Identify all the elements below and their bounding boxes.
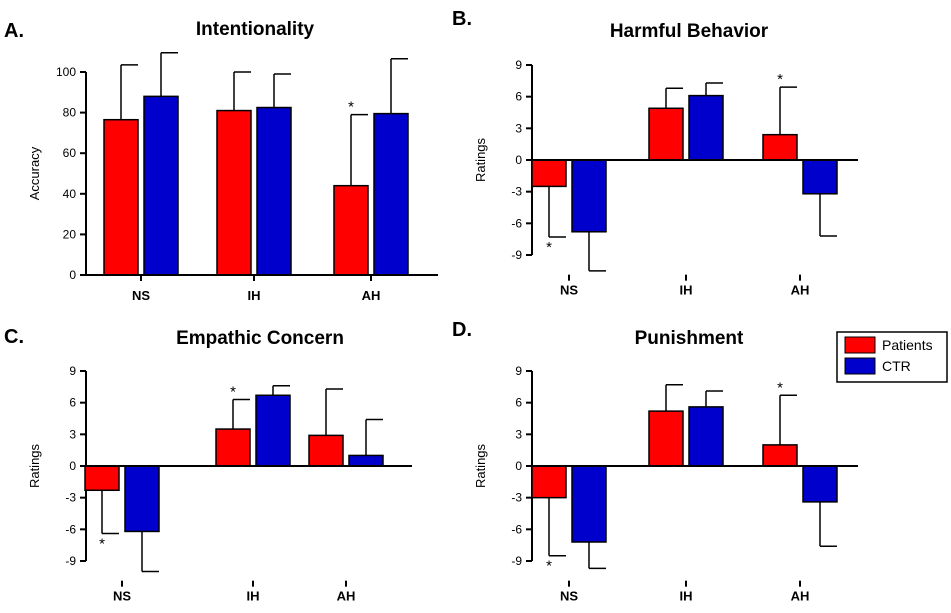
bar-ctr-ih [688,406,724,467]
significance-marker: * [99,536,105,553]
y-tick-label: 0 [515,459,522,473]
chart-panel-b: B. Harmful Behavior Ratings -9 -6 -3 0 3 6 9 * * NS I… [452,8,858,298]
chart-title: Harmful Behavior [610,21,769,42]
y-tick-label: -6 [511,522,522,536]
bar-ctr-ah [348,454,384,467]
y-tick-label: -3 [511,185,522,199]
y-tick-label: 6 [515,90,522,104]
y-tick-label: 9 [515,58,522,72]
significance-marker: * [777,71,783,88]
bar-ctr-ns [143,95,179,276]
y-tick-label: 6 [69,396,76,410]
bar-patients-ns [103,118,139,276]
x-tick-label: IH [247,589,260,604]
chart-panel-d: D. Punishment Ratings -9 -6 -3 0 3 6 9 * * NS IH AH [452,319,858,604]
x-tick-label: NS [560,283,578,298]
y-tick-label: 40 [63,187,77,201]
x-tick-label: IH [680,589,693,604]
bar-ctr-ah [802,159,838,195]
x-tick-label: IH [680,283,693,298]
y-axis-label: Accuracy [27,146,42,200]
bar-patients-ns [531,159,567,188]
bar-patients-ns [84,465,120,492]
panel-letter: D. [452,319,472,341]
significance-marker: * [348,99,354,116]
significance-marker: * [546,558,552,575]
significance-marker: * [777,379,783,396]
bar-ctr-ah [373,112,409,276]
y-tick-label: 100 [56,65,76,79]
y-tick-label: 0 [69,268,76,282]
x-tick-label: NS [113,589,131,604]
legend: Patients CTR [836,331,948,383]
panel-letter: A. [4,20,24,42]
y-tick-label: -9 [511,554,522,568]
y-axis-label: Ratings [473,137,488,182]
legend-swatch-ctr [844,357,876,375]
y-tick-label: -9 [511,248,522,262]
y-tick-label: 0 [515,153,522,167]
y-tick-label: 6 [515,396,522,410]
bar-patients-ah [333,184,369,276]
y-tick-label: -3 [511,491,522,505]
bar-ctr-ih [255,394,291,467]
y-tick-label: -6 [511,216,522,230]
y-tick-label: -9 [65,554,76,568]
x-tick-label: AH [337,589,356,604]
y-tick-label: 20 [63,227,77,241]
y-tick-label: 3 [69,427,76,441]
x-tick-label: NS [560,589,578,604]
bar-ctr-ih [256,106,292,276]
chart-title: Empathic Concern [176,328,344,349]
bar-patients-ah [762,133,798,161]
y-tick-label: 9 [69,364,76,378]
chart-title: Intentionality [196,19,315,40]
x-tick-label: AH [362,288,381,303]
x-tick-label: AH [791,283,810,298]
x-tick-label: AH [791,589,810,604]
chart-title: Punishment [635,328,744,349]
y-tick-label: 9 [515,364,522,378]
y-tick-label: -3 [65,491,76,505]
legend-label-ctr: CTR [882,358,911,374]
legend-swatch-patients [844,336,876,354]
chart-panel-a: A. Intentionality Accuracy 0 20 40 60 80 100 * NS I… [4,19,438,303]
bar-patients-ns [531,465,567,499]
y-tick-label: 3 [515,427,522,441]
bar-ctr-ih [688,94,724,161]
significance-marker: * [230,384,236,401]
y-tick-label: 3 [515,121,522,135]
bar-patients-ih [648,410,684,467]
bar-ctr-ns [571,159,607,233]
y-tick-label: 60 [63,146,77,160]
bar-patients-ih [216,109,252,276]
bar-patients-ah [762,444,798,467]
x-tick-label: IH [248,288,261,303]
bar-ctr-ns [124,465,160,533]
bar-patients-ih [648,107,684,161]
bar-ctr-ah [802,465,838,503]
significance-marker: * [546,239,552,256]
bar-ctr-ns [571,465,607,543]
y-axis-label: Ratings [473,443,488,488]
panel-letter: C. [4,326,24,348]
x-tick-label: NS [132,288,150,303]
y-axis-label: Ratings [27,443,42,488]
bar-patients-ah [308,434,344,467]
bar-patients-ih [215,428,251,467]
y-tick-label: -6 [65,522,76,536]
y-tick-label: 0 [69,459,76,473]
chart-panel-c: C. Empathic Concern Ratings -9 -6 -3 0 3 6 9 * * NS I… [4,326,412,604]
panel-letter: B. [452,8,472,30]
y-tick-label: 80 [63,106,77,120]
legend-label-patients: Patients [882,337,933,353]
